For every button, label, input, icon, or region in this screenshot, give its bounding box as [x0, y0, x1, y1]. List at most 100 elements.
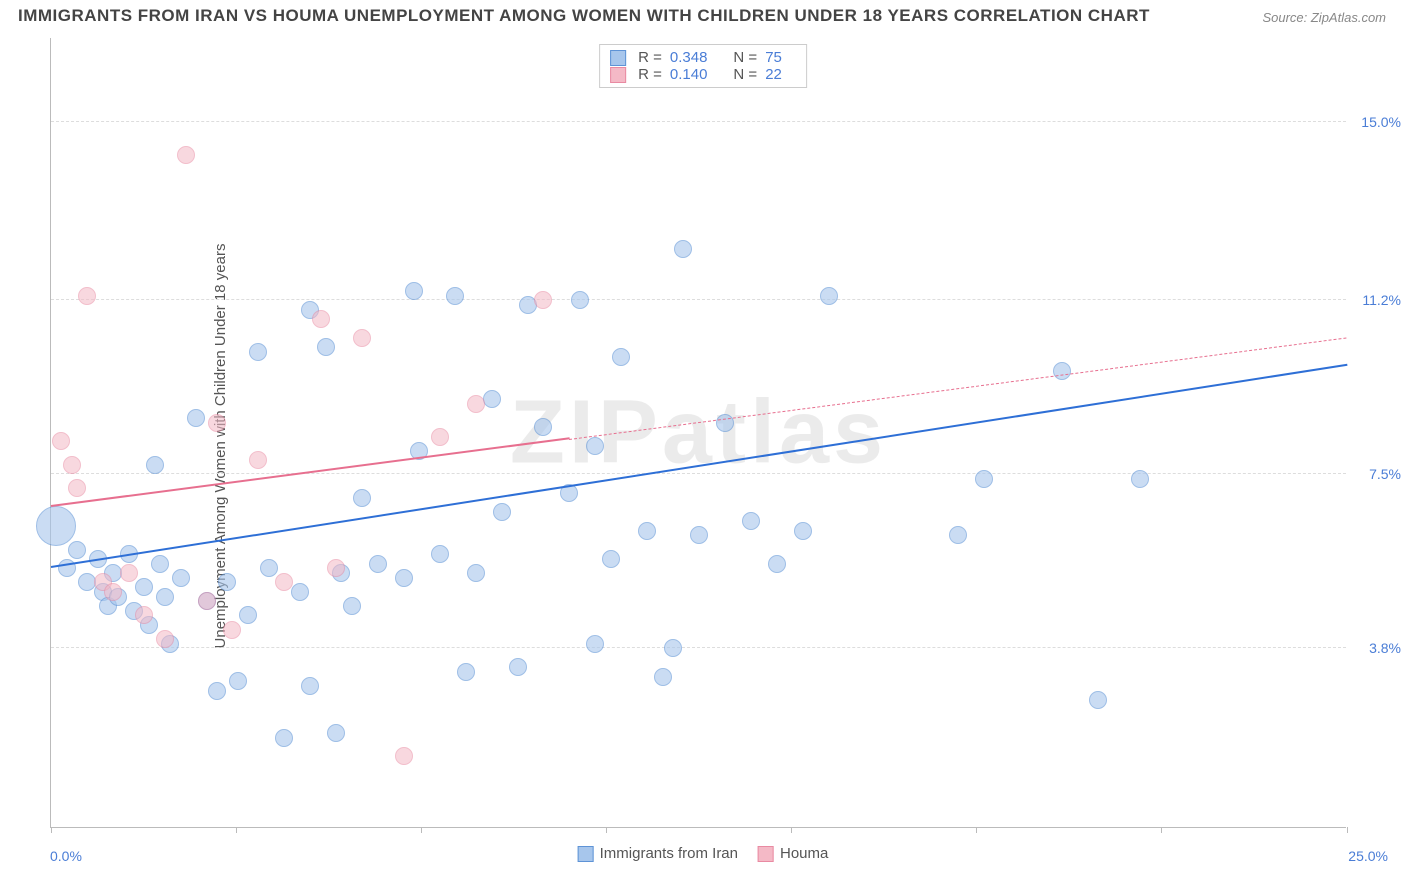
x-tick [236, 827, 237, 833]
stats-row-houma: R =0.140N =22 [610, 66, 796, 83]
iran-point [301, 677, 319, 695]
legend-item-houma: Houma [758, 845, 828, 862]
iran-point [275, 729, 293, 747]
iran-point [36, 506, 76, 546]
houma-point [395, 747, 413, 765]
x-tick [1347, 827, 1348, 833]
r-label: R = [638, 66, 662, 83]
iran-point [1131, 470, 1149, 488]
y-tick-label: 11.2% [1351, 292, 1401, 308]
n-label: N = [733, 66, 757, 83]
source-label: Source: ZipAtlas.com [1262, 10, 1386, 25]
x-tick [791, 827, 792, 833]
x-axis-min-label: 0.0% [50, 848, 82, 864]
gridline [51, 299, 1346, 300]
houma-point [249, 451, 267, 469]
iran-point [975, 470, 993, 488]
y-tick-label: 7.5% [1351, 466, 1401, 482]
x-tick [606, 827, 607, 833]
iran-point [602, 550, 620, 568]
iran-point [208, 682, 226, 700]
houma-point [353, 329, 371, 347]
houma-point [177, 146, 195, 164]
iran-point [68, 541, 86, 559]
iran-point [820, 287, 838, 305]
iran-point [716, 414, 734, 432]
series-legend: Immigrants from Iran Houma [570, 843, 837, 864]
iran-point [239, 606, 257, 624]
iran-point [742, 512, 760, 530]
houma-point [312, 310, 330, 328]
houma-point [120, 564, 138, 582]
houma-point [534, 291, 552, 309]
gridline [51, 473, 1346, 474]
iran-point [229, 672, 247, 690]
iran-point [395, 569, 413, 587]
iran-point [664, 639, 682, 657]
r-value: 0.348 [670, 49, 708, 66]
x-axis-max-label: 25.0% [1348, 848, 1388, 864]
legend-label: Houma [780, 845, 828, 862]
iran-point [317, 338, 335, 356]
iran-point [431, 545, 449, 563]
iran-point [156, 588, 174, 606]
iran-point [135, 578, 153, 596]
houma-swatch [610, 67, 626, 83]
legend-label: Immigrants from Iran [600, 845, 738, 862]
houma-point [135, 606, 153, 624]
iran-point [353, 489, 371, 507]
houma-point [78, 287, 96, 305]
x-tick [976, 827, 977, 833]
chart-title: IMMIGRANTS FROM IRAN VS HOUMA UNEMPLOYME… [18, 6, 1150, 26]
iran-point [493, 503, 511, 521]
houma-point [208, 414, 226, 432]
iran-point [949, 526, 967, 544]
iran-point [534, 418, 552, 436]
iran-point [571, 291, 589, 309]
n-value: 75 [765, 49, 782, 66]
iran-point [151, 555, 169, 573]
iran-point [343, 597, 361, 615]
iran-point [638, 522, 656, 540]
iran-point [457, 663, 475, 681]
iran-point [612, 348, 630, 366]
houma-point [275, 573, 293, 591]
houma-point [198, 592, 216, 610]
iran-swatch [578, 846, 594, 862]
houma-point [156, 630, 174, 648]
iran-point [586, 635, 604, 653]
iran-point [291, 583, 309, 601]
y-tick-label: 3.8% [1351, 640, 1401, 656]
gridline [51, 647, 1346, 648]
iran-point [218, 573, 236, 591]
iran-point [654, 668, 672, 686]
iran-point [260, 559, 278, 577]
iran-point [1053, 362, 1071, 380]
iran-point [327, 724, 345, 742]
iran-point [1089, 691, 1107, 709]
legend-item-iran: Immigrants from Iran [578, 845, 738, 862]
stats-row-iran: R = 0.348 N = 75 [610, 49, 796, 66]
iran-point [768, 555, 786, 573]
n-label: N = [733, 49, 757, 66]
r-value: 0.140 [670, 66, 708, 83]
iran-point [187, 409, 205, 427]
iran-point [369, 555, 387, 573]
iran-point [690, 526, 708, 544]
houma-point [104, 583, 122, 601]
iran-point [674, 240, 692, 258]
r-label: R = [638, 49, 662, 66]
iran-point [405, 282, 423, 300]
houma-point [68, 479, 86, 497]
correlation-stats-box: R =0.348N =75R =0.140N =22 [599, 44, 807, 88]
houma-point [431, 428, 449, 446]
y-tick-label: 15.0% [1351, 114, 1401, 130]
iran-swatch [610, 50, 626, 66]
houma-point [467, 395, 485, 413]
iran-point [794, 522, 812, 540]
iran-point [483, 390, 501, 408]
watermark: ZIPatlas [510, 381, 887, 484]
gridline [51, 121, 1346, 122]
houma-swatch [758, 846, 774, 862]
iran-point [467, 564, 485, 582]
